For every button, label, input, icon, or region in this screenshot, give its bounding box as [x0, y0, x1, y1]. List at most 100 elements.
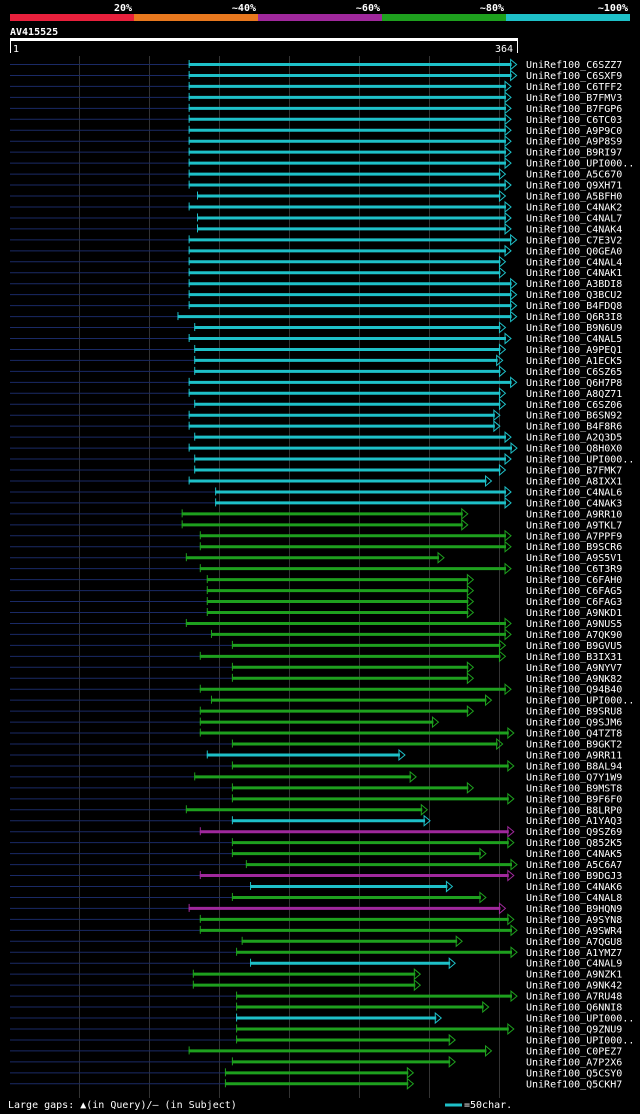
- hit-label[interactable]: UniRef100_C0PEZ7: [526, 1046, 622, 1057]
- hit-label[interactable]: UniRef100_C4NAK6: [526, 882, 622, 893]
- hit-label[interactable]: UniRef100_A8IXX1: [526, 476, 622, 487]
- hit-label[interactable]: UniRef100_A1ECK5: [526, 356, 622, 367]
- hit-label[interactable]: UniRef100_UPI000..: [526, 1014, 634, 1025]
- hit-label[interactable]: UniRef100_C4NAL6: [526, 487, 622, 498]
- hit-label[interactable]: UniRef100_A1YAQ3: [526, 816, 622, 827]
- hit-end-arrow: [466, 781, 475, 794]
- hit-label[interactable]: UniRef100_A2Q3D5: [526, 433, 622, 444]
- hit-label[interactable]: UniRef100_A7RU48: [526, 992, 622, 1003]
- hit-label[interactable]: UniRef100_C6SZ65: [526, 367, 622, 378]
- hit-label[interactable]: UniRef100_UPI000..: [526, 455, 634, 466]
- hit-row: UniRef100_B9RI97: [10, 146, 622, 159]
- hit-label[interactable]: UniRef100_A9P8S9: [526, 137, 622, 148]
- hit-label[interactable]: UniRef100_C4NAK3: [526, 498, 622, 509]
- hit-label[interactable]: UniRef100_A9NK82: [526, 674, 622, 685]
- hit-label[interactable]: UniRef100_C4NAL9: [526, 959, 622, 970]
- hit-label[interactable]: UniRef100_Q6R3I8: [526, 312, 622, 323]
- hit-label[interactable]: UniRef100_C4NAK1: [526, 268, 622, 279]
- hit-label[interactable]: UniRef100_Q4TZT8: [526, 729, 622, 740]
- hit-label[interactable]: UniRef100_C6T3R9: [526, 564, 622, 575]
- hit-label[interactable]: UniRef100_A1YMZ7: [526, 948, 622, 959]
- hit-label[interactable]: UniRef100_A9S5V1: [526, 553, 622, 564]
- hit-label[interactable]: UniRef100_B7FMK7: [526, 466, 622, 477]
- hit-label[interactable]: UniRef100_A7QGU8: [526, 937, 622, 948]
- hit-label[interactable]: UniRef100_A9RR10: [526, 509, 622, 520]
- hit-label[interactable]: UniRef100_A9SWR4: [526, 926, 622, 937]
- hit-label[interactable]: UniRef100_Q5CKH7: [526, 1079, 622, 1090]
- hit-label[interactable]: UniRef100_Q9ZNU9: [526, 1024, 622, 1035]
- hit-label[interactable]: UniRef100_B9SRU8: [526, 707, 622, 718]
- hit-label[interactable]: UniRef100_Q8H0X0: [526, 444, 622, 455]
- hit-label[interactable]: UniRef100_C4NAK5: [526, 849, 622, 860]
- hit-label[interactable]: UniRef100_A9SYN8: [526, 915, 622, 926]
- hit-label[interactable]: UniRef100_C4NAK2: [526, 202, 622, 213]
- hit-label[interactable]: UniRef100_UPI000..: [526, 696, 634, 707]
- hit-label[interactable]: UniRef100_B9GVU5: [526, 641, 622, 652]
- hit-label[interactable]: UniRef100_A7PPF9: [526, 531, 622, 542]
- hit-label[interactable]: UniRef100_Q0GEA0: [526, 246, 622, 257]
- hit-label[interactable]: UniRef100_Q9SJM6: [526, 718, 622, 729]
- hit-label[interactable]: UniRef100_B3IX31: [526, 652, 622, 663]
- hit-label[interactable]: UniRef100_C4NAK4: [526, 224, 622, 235]
- hit-label[interactable]: UniRef100_C6FAG5: [526, 586, 622, 597]
- hit-label[interactable]: UniRef100_A8QZ71: [526, 389, 622, 400]
- hit-row: UniRef100_A2Q3D5: [10, 431, 622, 444]
- hit-label[interactable]: UniRef100_C4NAL5: [526, 334, 622, 345]
- hit-label[interactable]: UniRef100_B8AL94: [526, 761, 622, 772]
- hit-label[interactable]: UniRef100_B9HQN9: [526, 904, 622, 915]
- hit-row: UniRef100_A3BDI8: [10, 277, 622, 290]
- hit-label[interactable]: UniRef100_A5BFH0: [526, 192, 622, 203]
- hit-label[interactable]: UniRef100_B7FGP6: [526, 104, 622, 115]
- hit-label[interactable]: UniRef100_Q3BCU2: [526, 290, 622, 301]
- hit-label[interactable]: UniRef100_Q852K5: [526, 838, 622, 849]
- hit-label[interactable]: UniRef100_Q6H7P8: [526, 378, 622, 389]
- hit-label[interactable]: UniRef100_C4NAL8: [526, 893, 622, 904]
- hit-label[interactable]: UniRef100_A7QK90: [526, 630, 622, 641]
- hit-label[interactable]: UniRef100_B9RI97: [526, 148, 622, 159]
- hit-label[interactable]: UniRef100_A7P2X6: [526, 1057, 622, 1068]
- hit-label[interactable]: UniRef100_A9NK42: [526, 981, 622, 992]
- hit-label[interactable]: UniRef100_C6SXF9: [526, 71, 622, 82]
- hit-label[interactable]: UniRef100_C4NAL7: [526, 213, 622, 224]
- hit-label[interactable]: UniRef100_C6FAG3: [526, 597, 622, 608]
- hit-label[interactable]: UniRef100_C6SZ06: [526, 400, 622, 411]
- hit-label[interactable]: UniRef100_A9NZK1: [526, 970, 622, 981]
- hit-label[interactable]: UniRef100_A9P9C0: [526, 126, 622, 137]
- hit-label[interactable]: UniRef100_B8LRP0: [526, 805, 622, 816]
- hit-label[interactable]: UniRef100_UPI000..: [526, 159, 634, 170]
- hit-label[interactable]: UniRef100_UPI000..: [526, 1035, 634, 1046]
- hit-row: UniRef100_Q852K5: [10, 836, 622, 849]
- hit-label[interactable]: UniRef100_A9NUS5: [526, 619, 622, 630]
- hit-label[interactable]: UniRef100_Q5CSY0: [526, 1068, 622, 1079]
- hit-label[interactable]: UniRef100_C4NAL4: [526, 257, 622, 268]
- hit-label[interactable]: UniRef100_B9GKT2: [526, 740, 622, 751]
- hit-label[interactable]: UniRef100_B4FDQ8: [526, 301, 622, 312]
- hit-label[interactable]: UniRef100_C7E3V2: [526, 235, 622, 246]
- hit-label[interactable]: UniRef100_Q7Y1W9: [526, 772, 622, 783]
- hit-label[interactable]: UniRef100_B7FMV3: [526, 93, 622, 104]
- hit-label[interactable]: UniRef100_A3BDI8: [526, 279, 622, 290]
- hit-label[interactable]: UniRef100_A9TKL7: [526, 520, 622, 531]
- hit-label[interactable]: UniRef100_A5C6A7: [526, 860, 622, 871]
- hit-label[interactable]: UniRef100_B9SCR6: [526, 542, 622, 553]
- hit-label[interactable]: UniRef100_B9DGJ3: [526, 871, 622, 882]
- hit-label[interactable]: UniRef100_C6SZZ7: [526, 60, 622, 71]
- hit-label[interactable]: UniRef100_C6TC03: [526, 115, 622, 126]
- hit-label[interactable]: UniRef100_A5C670: [526, 170, 622, 181]
- hit-end-arrow: [466, 573, 475, 586]
- hit-label[interactable]: UniRef100_B9F6F0: [526, 794, 622, 805]
- hit-label[interactable]: UniRef100_A9NKD1: [526, 608, 622, 619]
- hit-label[interactable]: UniRef100_B9MST8: [526, 783, 622, 794]
- hit-label[interactable]: UniRef100_Q6NNI8: [526, 1003, 622, 1014]
- hit-label[interactable]: UniRef100_A9PEQ1: [526, 345, 622, 356]
- hit-label[interactable]: UniRef100_B9N6U9: [526, 323, 622, 334]
- hit-label[interactable]: UniRef100_C6TFF2: [526, 82, 622, 93]
- hit-label[interactable]: UniRef100_Q9SZ69: [526, 827, 622, 838]
- hit-label[interactable]: UniRef100_A9NYV7: [526, 663, 622, 674]
- hit-label[interactable]: UniRef100_Q94B40: [526, 685, 622, 696]
- hit-label[interactable]: UniRef100_A9RR11: [526, 750, 622, 761]
- hit-label[interactable]: UniRef100_C6FAH0: [526, 575, 622, 586]
- hit-label[interactable]: UniRef100_B4F8R6: [526, 422, 622, 433]
- hit-label[interactable]: UniRef100_B6SN92: [526, 411, 622, 422]
- hit-label[interactable]: UniRef100_Q9XH71: [526, 181, 622, 192]
